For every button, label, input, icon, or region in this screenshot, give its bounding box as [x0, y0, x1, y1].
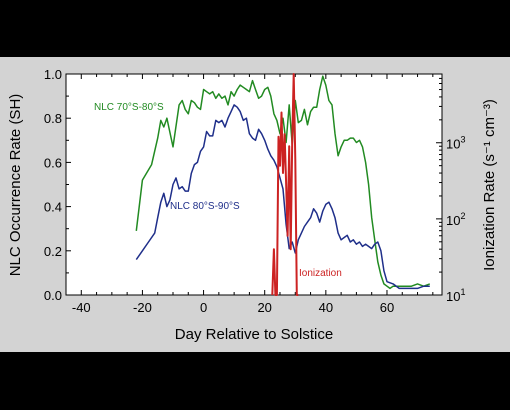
y-axis-left: 0.0 0.2 0.4 0.6 0.8 1.0: [44, 67, 71, 303]
series-line-0: [135, 75, 431, 290]
y-tick-label: 0.2: [44, 244, 62, 259]
y-tick-label: 1.0: [44, 67, 62, 82]
y-tick-label: 0.6: [44, 155, 62, 170]
y2-tick-label: 101: [446, 287, 465, 304]
y2-tick-exponent: 2: [460, 211, 465, 221]
series-group: [135, 73, 431, 296]
x-tick-label: 0: [200, 300, 207, 315]
y-axis-label: NLC Occurrence Rate (SH): [7, 94, 24, 277]
y2-tick-base: 10: [446, 137, 460, 152]
figure-panel: -40 -20 0 20 40 60 0.0 0.2 0.4 0.6 0.8 1.0 101 102 1…: [0, 57, 510, 352]
y2-tick-base: 10: [446, 213, 460, 228]
y-tick-label: 0.4: [44, 200, 62, 215]
y2-tick-base: 10: [446, 289, 460, 304]
series-line-2: [271, 73, 299, 296]
series-line-1: [135, 104, 430, 290]
x-tick-label: -40: [72, 300, 91, 315]
y2-axis-label: Ionization Rate (s⁻¹ cm⁻³): [481, 99, 498, 271]
annotation-ionization: Ionization: [299, 268, 342, 279]
x-axis-label: Day Relative to Solstice: [175, 326, 333, 343]
x-tick-label: 20: [257, 300, 271, 315]
y2-tick-label: 103: [446, 135, 465, 152]
y-tick-label: 0.0: [44, 288, 62, 303]
y2-tick-exponent: 3: [460, 135, 465, 145]
x-tick-label: 40: [319, 300, 333, 315]
x-tick-label: 60: [380, 300, 394, 315]
annotation-nlc-70-80: NLC 70°S-80°S: [94, 102, 164, 113]
x-tick-label: -20: [133, 300, 152, 315]
x-axis: -40 -20 0 20 40 60: [72, 74, 434, 315]
y-tick-label: 0.8: [44, 111, 62, 126]
plot-area: [65, 73, 443, 296]
nlc-occurrence-chart: -40 -20 0 20 40 60 0.00.20.40.60.81.0 1011021…: [7, 67, 498, 343]
annotation-nlc-80-90: NLC 80°S-90°S: [170, 201, 240, 212]
y2-tick-label: 102: [446, 211, 465, 228]
y2-tick-exponent: 1: [460, 287, 465, 297]
